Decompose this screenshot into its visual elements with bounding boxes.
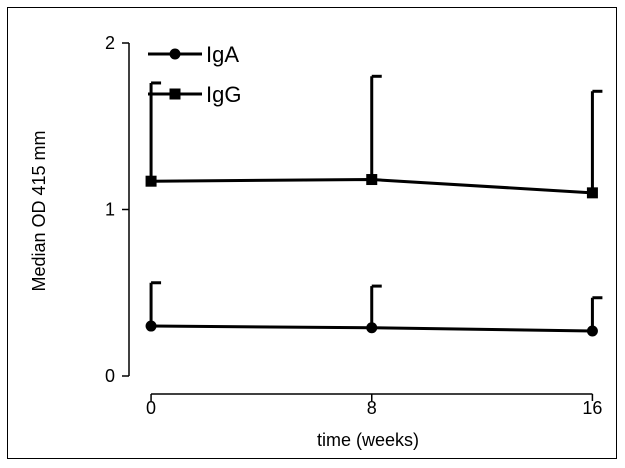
x-axis-label: time (weeks) bbox=[317, 430, 419, 450]
axes: 0 1 2 0 8 16 bbox=[105, 33, 602, 418]
data-point bbox=[586, 187, 598, 199]
legend-marker bbox=[169, 48, 181, 60]
y-tick-label: 2 bbox=[105, 33, 115, 53]
legend-marker bbox=[169, 88, 181, 100]
legend-entry: IgA bbox=[148, 42, 239, 67]
legend-label: IgA bbox=[206, 42, 239, 67]
series-IgA bbox=[145, 281, 603, 337]
series-layer bbox=[145, 74, 603, 337]
x-tick-label: 16 bbox=[582, 398, 602, 418]
x-tick-label: 8 bbox=[367, 398, 377, 418]
legend: IgA IgG bbox=[148, 42, 241, 107]
data-point bbox=[586, 325, 598, 337]
data-point bbox=[366, 174, 378, 186]
x-tick-label: 0 bbox=[146, 398, 156, 418]
legend-label: IgG bbox=[206, 82, 241, 107]
y-tick-label: 0 bbox=[105, 366, 115, 386]
y-axis-label: Median OD 415 mm bbox=[29, 130, 49, 291]
chart-frame bbox=[7, 7, 617, 459]
data-point bbox=[145, 175, 157, 187]
legend-entry: IgG bbox=[148, 82, 241, 107]
series-IgG bbox=[145, 74, 603, 199]
data-point bbox=[145, 320, 157, 332]
y-tick-label: 1 bbox=[105, 200, 115, 220]
data-point bbox=[366, 322, 378, 334]
